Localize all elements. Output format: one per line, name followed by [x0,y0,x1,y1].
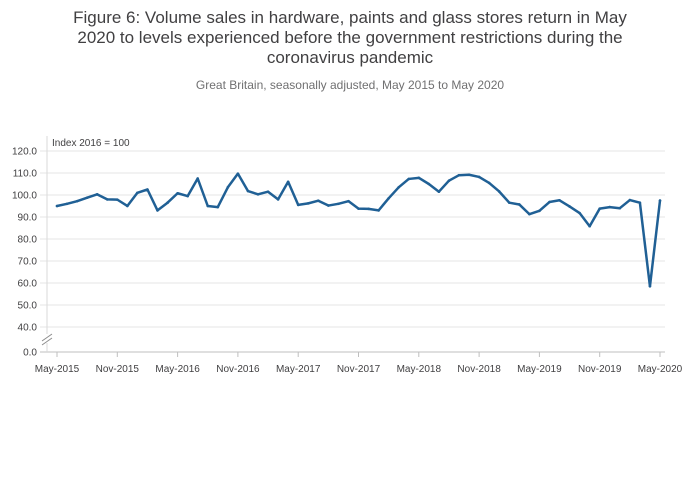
chart-title-line-3: coronavirus pandemic [266,48,434,67]
data-point [196,177,199,180]
data-point [75,199,79,203]
chart-title: Figure 6: Volume sales in hardware, pain… [0,8,700,68]
data-point [397,186,401,189]
x-tick-label: Nov-2016 [216,364,260,375]
x-tick-label: May-2017 [276,364,321,375]
data-point [407,177,411,181]
y-axis-label: Index 2016 = 100 [52,138,130,149]
data-point [85,196,89,199]
x-tick-label: Nov-2015 [96,364,140,375]
data-point [417,176,421,180]
data-point [206,204,210,208]
y-tick-label: 0.0 [23,348,37,359]
axis-break-gap [43,334,52,343]
data-point [296,203,300,207]
data-point [176,191,179,195]
data-point [427,182,431,186]
y-tick-label: 80.0 [18,235,38,246]
chart-subtitle: Great Britain, seasonally adjusted, May … [195,78,505,92]
x-tick-label: May-2019 [517,364,562,375]
data-point [236,172,240,175]
y-tick-label: 40.0 [18,323,38,334]
data-point [598,207,601,210]
data-point [186,194,189,198]
data-point [226,186,230,189]
data-point [166,201,169,204]
data-point [357,207,360,210]
y-tick-label: 60.0 [18,279,38,290]
x-tick-labels: May-2015 Nov-2015 May-2016 Nov-2016 May-2017… [35,364,683,375]
x-tick-label: May-2015 [35,364,80,375]
x-tick-label: Nov-2019 [578,364,622,375]
data-point [377,209,380,212]
data-point [568,205,571,208]
data-point [126,204,129,208]
data-point [658,199,662,202]
data-point [457,173,461,177]
data-point [638,201,642,204]
data-point [367,207,370,211]
series-layer [55,172,662,288]
data-point [588,224,591,228]
data-point [337,202,340,206]
y-tick-label: 110.0 [13,169,38,180]
x-tick-label: May-2018 [397,364,442,375]
data-point [487,181,491,185]
axis-break-mark [41,337,53,346]
data-point [608,205,612,209]
data-point [276,198,280,201]
data-point [618,206,622,210]
data-point [558,198,561,202]
chart-title-line-2: 2020 to levels experienced before the go… [77,28,623,47]
data-point [518,203,521,206]
y-tick-labels: 0.0 40.0 50.0 60.0 70.0 80.0 90.0 100.0 110.0 120… [12,147,37,359]
data-point [146,188,149,191]
x-tick-label: May-2020 [638,364,683,375]
data-point [286,180,290,184]
data-point [105,198,109,201]
data-point [497,190,501,193]
data-point [648,285,652,288]
data-point [528,212,531,216]
axis-break-mark [41,333,53,342]
data-point [327,204,330,207]
data-point [136,191,139,195]
data-point [467,173,471,177]
data-point [347,199,350,203]
y-tick-label: 100.0 [12,191,37,202]
data-point [548,200,551,204]
data-point [437,190,441,193]
y-tick-label: 120.0 [12,147,37,158]
data-point [65,202,69,206]
data-point [578,211,581,215]
x-tick-label: Nov-2018 [457,364,501,375]
y-tick-label: 50.0 [18,301,38,312]
y-tick-label: 90.0 [18,213,38,224]
y-tick-label: 70.0 [18,257,38,268]
data-point [507,201,511,204]
chart-title-line-1: Figure 6: Volume sales in hardware, pain… [73,8,627,27]
data-point [156,209,159,212]
data-point [306,202,310,205]
data-point [55,204,59,208]
data-point [447,179,451,182]
x-tick-label: Nov-2017 [337,364,381,375]
data-point [256,193,260,196]
data-point [116,198,119,201]
data-point [477,175,481,179]
data-point [246,189,250,193]
data-point [266,190,270,193]
data-point [387,197,390,200]
data-point [95,193,99,196]
data-point [317,199,320,203]
data-point [628,198,632,202]
x-tick-label: May-2016 [155,364,200,375]
data-point [538,209,541,213]
data-point [216,205,220,209]
axes [40,136,665,357]
gridlines [40,150,665,328]
